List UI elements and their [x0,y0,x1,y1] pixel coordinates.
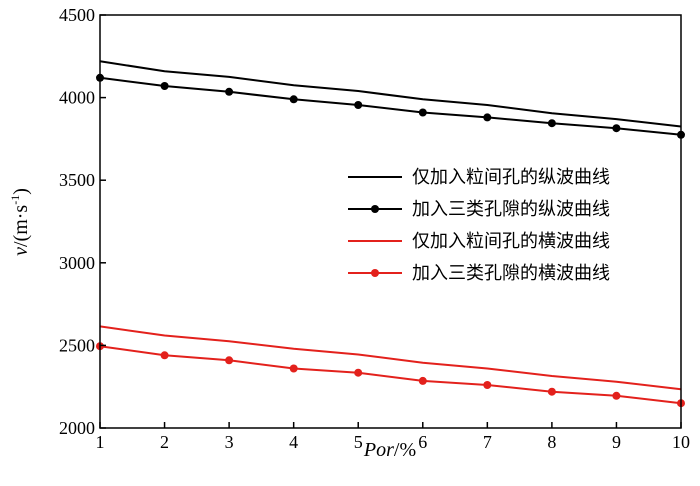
series-line-4 [99,345,682,405]
x-tick-label-8: 8 [547,432,556,452]
x-tick-label-4: 4 [289,432,298,452]
series-2-point-9 [612,124,621,133]
x-tick-label-1: 1 [96,432,105,452]
series-4-point-3 [225,356,234,365]
y-axis-label: v/(m·s-1) [8,188,32,256]
series-4-point-4 [289,364,298,373]
series-4-point-5 [354,368,363,377]
legend: 仅加入粒间孔的纵波曲线加入三类孔隙的纵波曲线仅加入粒间孔的横波曲线加入三类孔隙的… [348,167,610,284]
series-2-point-8 [547,119,556,128]
x-tick-label-6: 6 [418,432,427,452]
series-line-1 [99,60,682,128]
axes-group: 1 2 3 4 5 6 7 8 9 10 2000 2500 3000 3500 4000 4500 [59,5,690,452]
series-4-point-9 [612,391,621,400]
x-tick-label-3: 3 [225,432,234,452]
x-tick-label-9: 9 [612,432,621,452]
y-axis-label-exponent: -1 [8,195,22,205]
legend-label-1: 仅加入粒间孔的纵波曲线 [412,167,610,188]
series-2-point-7 [483,113,492,122]
y-tick-label-2500: 2500 [59,335,95,355]
x-tick-label-10: 10 [672,432,690,452]
y-tick-label-3500: 3500 [59,170,95,190]
x-tick-label-2: 2 [160,432,169,452]
y-tick-label-4000: 4000 [59,88,95,108]
series-line-2 [99,76,682,136]
legend-label-4: 加入三类孔隙的横波曲线 [412,263,610,284]
series-4-point-7 [483,381,492,389]
y-axis-label-unit: /(m·s [10,205,32,247]
series-2-point-4 [289,95,298,104]
series-2-point-5 [354,101,363,109]
y-tick-label-2000: 2000 [59,418,95,438]
legend-marker-4 [371,269,379,277]
series-4-point-6 [418,376,427,385]
x-tick-label-5: 5 [354,432,363,452]
legend-marker-2 [371,205,379,213]
series-2-point-2 [160,82,169,90]
legend-label-2: 加入三类孔隙的纵波曲线 [412,199,610,220]
series-line-3 [99,325,682,391]
y-axis-label-close: ) [10,188,32,195]
x-axis-label-variable: Por [363,439,394,461]
series-2-point-3 [225,87,234,96]
legend-label-3: 仅加入粒间孔的横波曲线 [412,231,610,252]
y-tick-label-3000: 3000 [59,253,95,273]
plot-frame [99,14,682,429]
x-axis-label-unit: /% [394,439,416,461]
series-2-point-6 [418,108,427,117]
y-tick-label-4500: 4500 [59,5,95,25]
x-tick-label-7: 7 [483,432,492,452]
x-axis-label: Por/% [363,439,416,461]
series-4-point-8 [547,387,556,396]
y-axis-label-variable: v [10,247,32,256]
series-group [96,60,685,408]
series-4-point-2 [160,351,169,360]
